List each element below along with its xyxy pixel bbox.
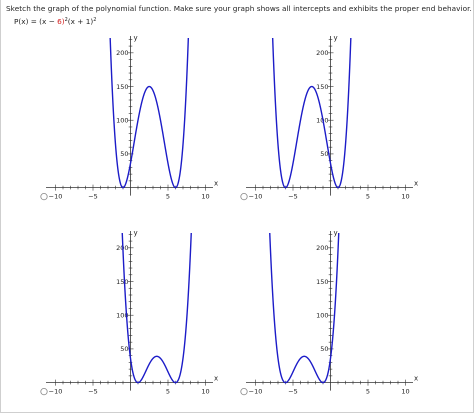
polynomial-curve <box>121 233 192 384</box>
y-tick-label: 150 <box>116 83 128 91</box>
polynomial-curve <box>109 38 190 189</box>
question-instruction: Sketch the graph of the polynomial funct… <box>6 4 472 13</box>
graph-option-1: −10 −5 5 10 50 100 150 200 x y <box>40 34 218 201</box>
function-exponent-2: 2 <box>93 17 97 23</box>
x-tick-label: −5 <box>88 193 98 201</box>
y-axis-label: y <box>134 229 138 237</box>
x-tick-label: −10 <box>249 388 263 396</box>
function-red-part: 6) <box>57 17 65 26</box>
x-axis-label: x <box>214 180 218 188</box>
x-tick-label: −5 <box>88 388 98 396</box>
y-tick-label: 50 <box>320 345 328 353</box>
x-tick-label: 10 <box>201 193 209 201</box>
graph-option-4: −10 −5 5 10 50 100 150 200 x y <box>240 229 418 396</box>
answer-radio-button[interactable] <box>240 388 248 396</box>
y-tick-label: 50 <box>120 150 128 158</box>
x-axis-label: x <box>214 375 218 383</box>
graph-option-2: −10 −5 5 10 50 100 150 200 x y <box>240 34 418 201</box>
x-tick-label: 5 <box>166 388 170 396</box>
y-tick-label: 150 <box>116 278 128 286</box>
frame-border-left <box>0 0 1 413</box>
y-tick-label: 100 <box>316 312 328 320</box>
x-tick-label: −5 <box>288 193 298 201</box>
answer-radio-button[interactable] <box>40 388 48 396</box>
function-prefix: P(x) = (x − <box>14 17 58 26</box>
x-axis-label: x <box>414 375 418 383</box>
y-axis-label: y <box>334 229 338 237</box>
y-tick-label: 50 <box>120 345 128 353</box>
x-tick-label: 10 <box>201 388 209 396</box>
function-exponent-1: 2 <box>64 17 68 23</box>
polynomial-curve <box>269 233 340 384</box>
y-tick-label: 200 <box>116 49 128 57</box>
x-tick-label: −10 <box>49 388 63 396</box>
x-tick-label: −10 <box>49 193 63 201</box>
answer-radio-button[interactable] <box>40 193 48 201</box>
y-tick-label: 100 <box>316 117 328 125</box>
x-tick-label: 5 <box>366 193 370 201</box>
x-axis-label: x <box>414 180 418 188</box>
answer-radio-button[interactable] <box>240 193 248 201</box>
y-tick-label: 100 <box>116 312 128 320</box>
y-tick-label: 100 <box>116 117 128 125</box>
x-tick-label: 10 <box>401 193 409 201</box>
y-axis-label: y <box>334 34 338 42</box>
function-middle: (x + 1) <box>67 17 94 26</box>
x-tick-label: −5 <box>288 388 298 396</box>
y-axis-label: y <box>134 34 138 42</box>
y-tick-label: 200 <box>316 49 328 57</box>
y-tick-label: 200 <box>316 244 328 252</box>
x-tick-label: −10 <box>249 193 263 201</box>
polynomial-curve <box>271 38 352 189</box>
y-tick-label: 50 <box>320 150 328 158</box>
x-tick-label: 5 <box>166 193 170 201</box>
function-expression: P(x) = (x − 6)2(x + 1)2 <box>14 17 96 26</box>
x-tick-label: 10 <box>401 388 409 396</box>
y-tick-label: 150 <box>316 83 328 91</box>
x-tick-label: 5 <box>366 388 370 396</box>
y-tick-label: 150 <box>316 278 328 286</box>
